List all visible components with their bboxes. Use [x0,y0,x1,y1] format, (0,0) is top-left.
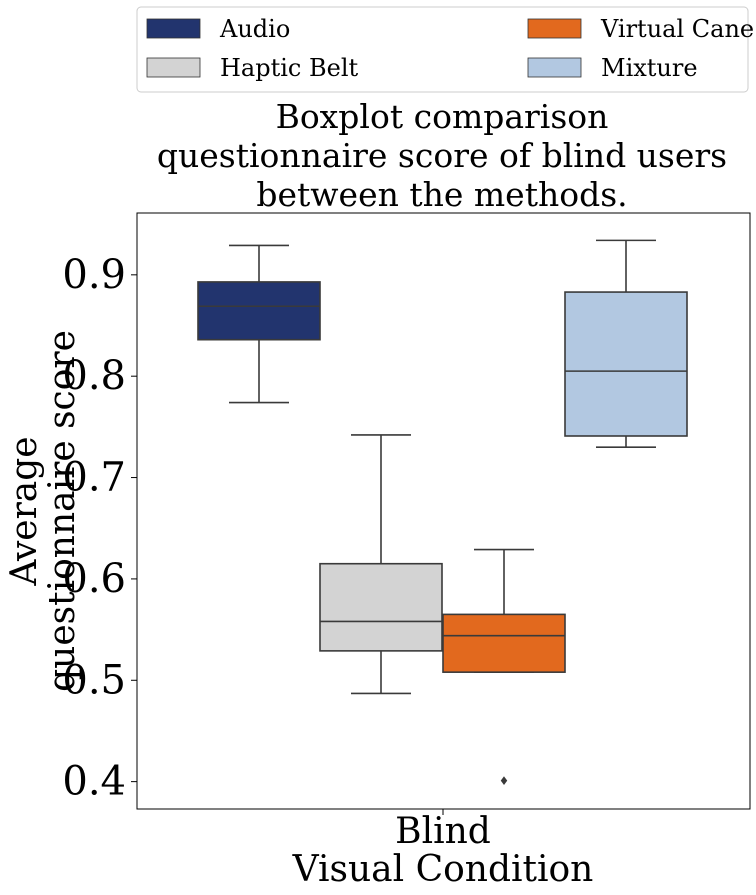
legend: Audio Virtual Cane Haptic Belt Mixture [136,6,754,93]
y-tick-label: 0.6 [62,556,126,602]
y-axis-title-line-2: questionnaire score [42,330,83,692]
legend-swatch-haptic-belt [146,57,201,78]
x-axis-title: Visual Condition [292,849,594,890]
y-tick-label: 0.5 [62,657,126,703]
legend-label-haptic-belt: Haptic Belt [220,54,359,82]
x-axis: Blind Visual Condition [292,809,594,890]
y-tick-label: 0.7 [62,455,126,501]
legend-frame [136,6,749,93]
x-tick-label-blind: Blind [395,811,491,852]
chart-title: Boxplot comparison questionnaire score o… [157,97,727,214]
chart-title-line-1: Boxplot comparison [276,97,609,136]
box-iqr [442,613,566,673]
y-tick-label: 0.8 [62,353,126,399]
legend-swatch-mixture [527,57,582,78]
chart-title-line-3: between the methods. [256,175,627,214]
y-axis: 0.4 0.5 0.6 0.7 0.8 0.9 [62,252,137,805]
chart-title-line-2: questionnaire score of blind users [157,136,727,175]
legend-label-audio: Audio [219,15,290,43]
outlier-point [500,776,508,785]
y-axis-title: Average questionnaire score [4,330,83,692]
box-audio [197,244,321,404]
box-iqr [197,281,321,341]
box-iqr [564,291,688,437]
legend-label-mixture: Mixture [601,54,698,82]
y-axis-title-line-1: Average [4,436,45,586]
box-virtual-cane [442,548,566,785]
boxes [197,239,688,785]
legend-swatch-virtual-cane [527,18,582,39]
y-tick-label: 0.4 [62,759,126,805]
box-haptic-belt [319,434,443,695]
legend-label-virtual-cane: Virtual Cane [600,15,754,43]
box-iqr [319,562,443,652]
legend-swatch-audio [146,18,201,39]
box-mixture [564,239,688,448]
y-tick-label: 0.9 [62,252,126,298]
